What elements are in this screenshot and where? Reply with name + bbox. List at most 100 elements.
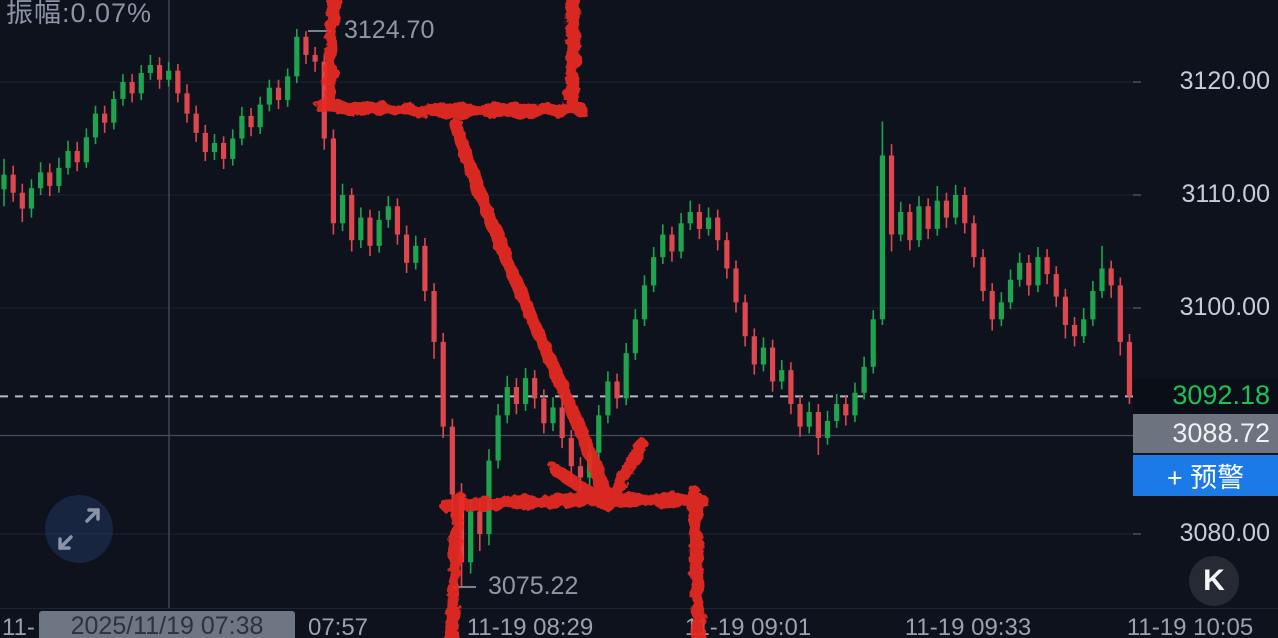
candle: [943, 192, 950, 228]
time-tick-label: 11-19 10:05: [1126, 614, 1254, 638]
price-axis-tick: [1133, 307, 1141, 309]
candle: [1099, 245, 1105, 298]
candle: [696, 204, 702, 240]
candle: [202, 124, 208, 162]
add-alert-button[interactable]: + 预警: [1133, 455, 1278, 496]
time-tick-label: 11-19 09:33: [904, 614, 1032, 638]
candle: [65, 140, 71, 175]
candle: [678, 213, 684, 259]
candle: [376, 210, 382, 253]
low-marker-label: 3075.22: [488, 572, 579, 600]
candle: [605, 371, 611, 424]
candle: [513, 378, 519, 415]
candle: [705, 207, 712, 236]
candle: [1053, 266, 1059, 307]
candle: [980, 249, 986, 302]
candle: [477, 502, 483, 551]
candle: [559, 399, 565, 449]
candle: [770, 339, 776, 392]
price-axis-tick: [1133, 194, 1141, 196]
candle: [916, 196, 922, 247]
candle: [715, 209, 721, 251]
candle: [156, 57, 163, 89]
expand-arrows-icon: [58, 508, 100, 550]
candle: [285, 68, 291, 107]
candle: [687, 200, 693, 231]
candle: [440, 332, 446, 438]
candle: [385, 196, 391, 228]
candle: [504, 375, 510, 424]
candle: [138, 65, 144, 101]
candle: [303, 31, 309, 64]
time-tick-label: 11-: [2, 614, 35, 638]
time-tick-label: 11-19 08:29: [466, 614, 594, 638]
candle: [824, 410, 831, 445]
amplitude-stat: 振幅:0.07%: [6, 0, 153, 28]
candle: [321, 54, 327, 150]
candle: [806, 401, 812, 434]
candle: [294, 28, 300, 84]
candle: [724, 232, 730, 279]
candle: [1081, 308, 1087, 344]
price-tick-label: 3100.00: [1179, 293, 1270, 321]
candle: [834, 393, 840, 428]
candle: [1071, 317, 1078, 347]
candle: [193, 105, 199, 142]
candle: [495, 404, 501, 469]
candle: [102, 105, 108, 133]
candle: [184, 84, 190, 123]
candle: [92, 105, 99, 145]
price-tick-label: 3080.00: [1179, 519, 1270, 547]
price-axis-tick: [1133, 81, 1141, 83]
candle: [815, 404, 821, 455]
candle: [394, 198, 401, 245]
candle: [431, 283, 437, 359]
candle: [449, 418, 455, 518]
candle: [532, 370, 538, 409]
k-watermark-logo[interactable]: K: [1189, 556, 1239, 606]
candle: [257, 96, 263, 134]
price-tick-label: 3120.00: [1179, 67, 1270, 95]
candle: [28, 179, 35, 218]
candle: [953, 184, 959, 225]
candle: [1062, 288, 1068, 339]
candle: [1026, 254, 1032, 296]
candle: [751, 328, 757, 375]
candle: [934, 185, 940, 236]
candle: [248, 107, 254, 137]
high-marker-label: 3124.70: [344, 16, 435, 44]
candle: [1035, 246, 1041, 293]
candle: [623, 343, 629, 406]
candle: [998, 292, 1004, 327]
candle: [861, 356, 867, 400]
candle: [10, 165, 16, 202]
candle: [733, 260, 739, 313]
time-tick-label: 11-19 09:01: [684, 614, 812, 638]
candle: [742, 294, 748, 347]
candle: [843, 396, 849, 426]
candle: [962, 187, 968, 234]
high-price-marker: 3124.70: [308, 16, 434, 45]
candle: [568, 430, 574, 484]
candle: [221, 136, 227, 170]
candle: [1, 158, 7, 207]
price-axis-tick: [1133, 533, 1141, 535]
candle: [852, 382, 858, 423]
candle: [1044, 249, 1050, 285]
candle: [641, 275, 648, 327]
candle: [651, 246, 657, 293]
candle: [19, 183, 25, 223]
candle: [596, 405, 602, 461]
high-marker-dash: [308, 29, 332, 32]
candle: [422, 237, 428, 302]
candle: [888, 144, 895, 252]
candle: [1007, 269, 1014, 310]
candle: [550, 397, 556, 432]
fullscreen-button[interactable]: [45, 495, 113, 563]
candle: [660, 224, 666, 264]
candle: [614, 373, 620, 409]
candle: [486, 449, 492, 546]
candle: [760, 337, 767, 372]
